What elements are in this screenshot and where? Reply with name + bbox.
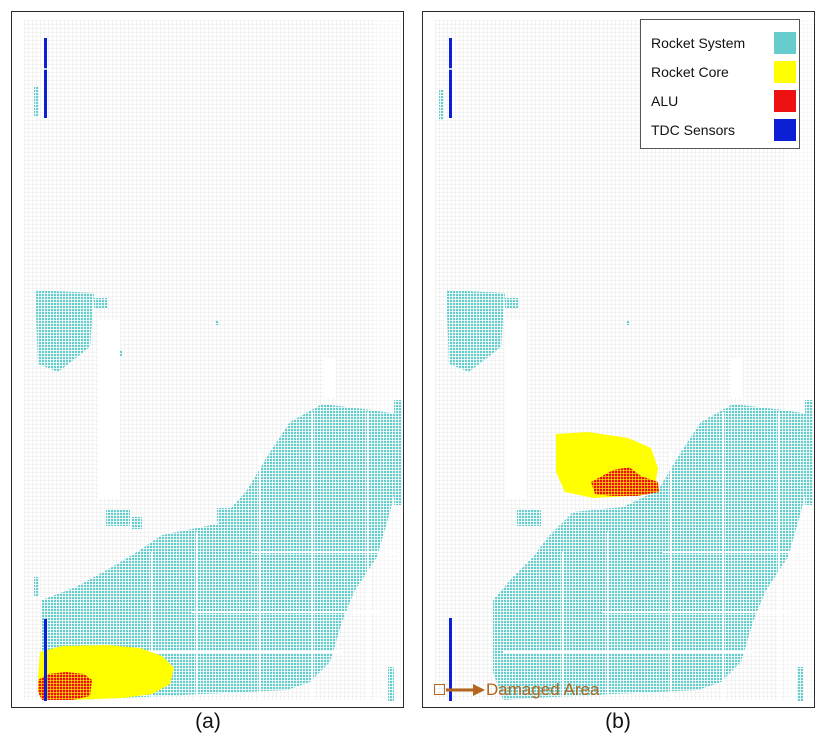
damaged-area-label: Damaged Area [486,680,600,699]
panel-b [422,11,815,708]
legend-swatch [774,119,796,141]
legend-label: TDC Sensors [651,122,736,138]
legend-swatch [774,32,796,54]
arrow-right-icon [446,684,485,696]
floorplan-a [24,20,402,702]
legend-item-alu: ALU [651,90,796,112]
legend-label: ALU [651,93,679,109]
alu-region [38,672,92,700]
legend-item-rocket-system: Rocket System [651,32,796,54]
reserved-block [731,358,743,398]
legend: Rocket System Rocket Core ALU TDC Sensor… [640,19,800,149]
caption-b: (b) [605,710,631,733]
legend-swatch [774,61,796,83]
alu-region [591,467,659,496]
tdc-sensors [449,38,452,701]
reserved-block [505,320,527,498]
legend-item-tdc-sensors: TDC Sensors [651,119,796,141]
legend-item-rocket-core: Rocket Core [651,61,796,83]
reserved-block [324,358,336,398]
damaged-area-annotation: Damaged Area [434,680,634,700]
panel-a [11,11,404,708]
tdc-sensors [44,38,47,701]
fabric-grid [374,20,402,700]
damaged-area-marker-icon [434,684,445,695]
rocket-system-region [439,90,813,701]
legend-label: Rocket Core [651,64,729,80]
legend-label: Rocket System [651,35,746,51]
caption-a: (a) [195,710,221,733]
legend-swatch [774,90,796,112]
reserved-block [98,320,120,498]
routing-gaps [503,412,808,702]
